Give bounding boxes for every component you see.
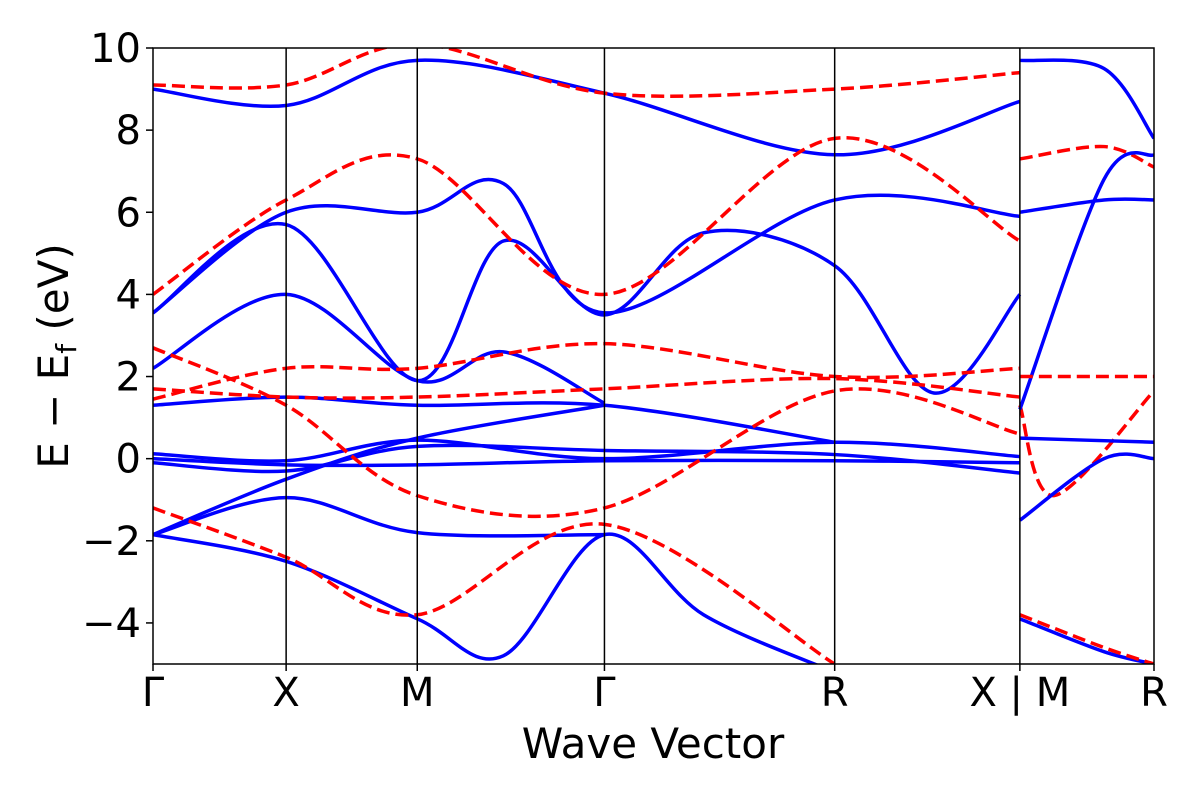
x-tick-label: R <box>1140 670 1168 716</box>
x-tick-label: R <box>821 670 849 716</box>
x-tick-label: Γ <box>142 670 165 716</box>
high-symmetry-lines <box>285 48 1021 664</box>
y-axis-title: E − Ef (eV) <box>29 243 83 469</box>
y-tick-label: −4 <box>82 601 141 647</box>
blue-band-21 <box>1018 452 1154 522</box>
blue-band-19 <box>1019 197 1154 214</box>
y-tick-label: 6 <box>116 190 141 236</box>
x-tick-label: Γ <box>593 670 616 716</box>
y-tick-label: 0 <box>116 437 141 483</box>
red-dashed-band-17 <box>1018 389 1154 498</box>
blue-band-9 <box>153 221 1022 395</box>
red-dashed-band-13 <box>153 346 1021 519</box>
x-axis-title: Wave Vector <box>522 719 785 768</box>
y-tick-label: −2 <box>82 519 141 565</box>
red-dashed-band-14 <box>153 506 836 664</box>
y-axis-title-unit: (eV) <box>29 243 78 344</box>
x-tick-label: X <box>272 670 299 716</box>
y-tick-label: 4 <box>116 272 141 318</box>
y-tick-label: 8 <box>116 108 141 154</box>
y-tick-label: 2 <box>116 355 141 401</box>
y-axis: −4 −2 0 2 4 6 8 10 <box>82 26 153 647</box>
blue-band-23 <box>1019 58 1154 140</box>
y-tick-label: 10 <box>90 26 141 72</box>
y-axis-title-subscript: f <box>50 343 83 354</box>
plot-frame <box>152 47 1155 665</box>
blue-band-6 <box>153 395 835 444</box>
x-axis: Γ X M Γ R X | M R <box>142 664 1168 716</box>
x-tick-label: M <box>400 670 435 716</box>
blue-band-25 <box>1019 617 1154 664</box>
red-dashed-band-18 <box>1019 144 1154 169</box>
blue-band-4 <box>153 495 605 538</box>
y-axis-title-main: E − E <box>29 354 78 469</box>
blue-band-20 <box>1019 436 1154 444</box>
blue-band-22 <box>1018 150 1154 410</box>
x-tick-label: X | M <box>969 670 1070 716</box>
